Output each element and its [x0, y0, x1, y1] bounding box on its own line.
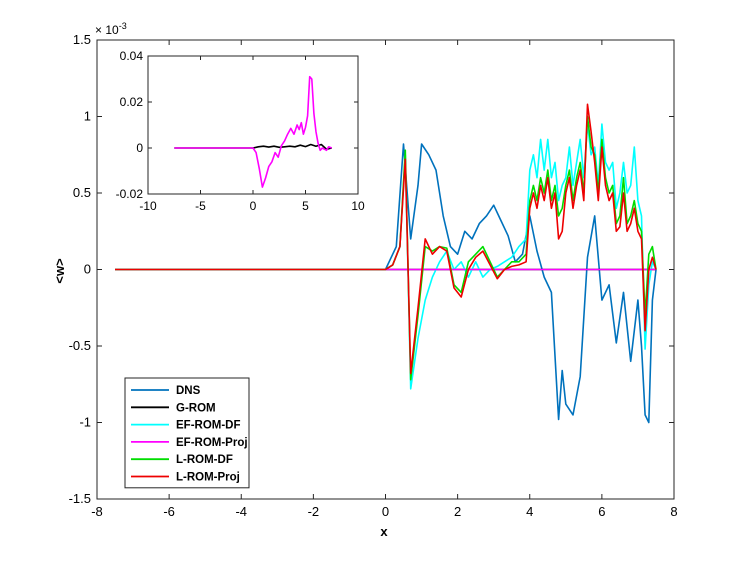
legend-label: G-ROM	[176, 402, 216, 414]
x-tick-label: 0	[382, 504, 389, 519]
series-line-l-rom-proj	[115, 103, 657, 375]
x-tick-label: 6	[598, 504, 605, 519]
legend: DNS G-ROM EF-ROM-DF EF-ROM-Proj L-ROM-DF L-RO…	[124, 377, 250, 489]
y-tick-label: -1	[79, 415, 91, 430]
inset-series-line-g-rom	[174, 143, 332, 150]
legend-label: DNS	[176, 385, 201, 397]
legend-label: EF-ROM-DF	[176, 420, 241, 432]
y-tick-label: 1.5	[73, 32, 91, 47]
inset-y-tick-label: -0.02	[116, 187, 144, 201]
x-tick-label: -6	[163, 504, 175, 519]
inset-x-tick-label: 5	[302, 199, 309, 213]
y-tick-label: 0	[84, 262, 91, 277]
inset-x-tick-label: 10	[351, 199, 365, 213]
series-line-ef-rom-df	[115, 123, 657, 390]
x-tick-label: -2	[308, 504, 320, 519]
x-tick-label: -8	[91, 504, 103, 519]
inset-x-tick-label: -10	[139, 199, 157, 213]
x-tick-label: 4	[526, 504, 533, 519]
inset-frame	[147, 55, 359, 195]
y-tick-label: 1	[84, 109, 91, 124]
inset-y-tick-label: 0.02	[120, 95, 144, 109]
x-tick-label: -4	[235, 504, 247, 519]
x-tick-label: 8	[670, 504, 677, 519]
y-axis-label: <w>	[52, 258, 67, 284]
legend-box	[124, 377, 250, 489]
legend-label: EF-ROM-Proj	[176, 437, 248, 449]
y-tick-label: -1.5	[69, 491, 91, 506]
series-line-l-rom-df	[115, 115, 657, 381]
inset-y-tick-label: 0	[136, 141, 143, 155]
y-tick-label: 0.5	[73, 185, 91, 200]
main-series	[115, 103, 657, 424]
legend-label: L-ROM-DF	[176, 454, 233, 466]
inset-y-tick-label: 0.04	[120, 49, 144, 63]
inset-chart: -10 -5 0 5 10 -0.02 0 0.02 0.04	[116, 49, 365, 213]
legend-label: L-ROM-Proj	[176, 472, 240, 484]
x-tick-label: 2	[454, 504, 461, 519]
inset-x-tick-label: -5	[195, 199, 206, 213]
inset-series-line-ef-rom-proj	[174, 75, 333, 188]
main-ticks: -8 -6 -4 -2 0 2 4 6 8 -1.5 -1 -0.5 0 0.5 1 1.5	[69, 32, 678, 519]
exponent-label: × 10-3	[95, 21, 127, 37]
x-axis-label: x	[380, 524, 388, 539]
inset-x-tick-label: 0	[250, 199, 257, 213]
y-tick-label: -0.5	[69, 338, 91, 353]
